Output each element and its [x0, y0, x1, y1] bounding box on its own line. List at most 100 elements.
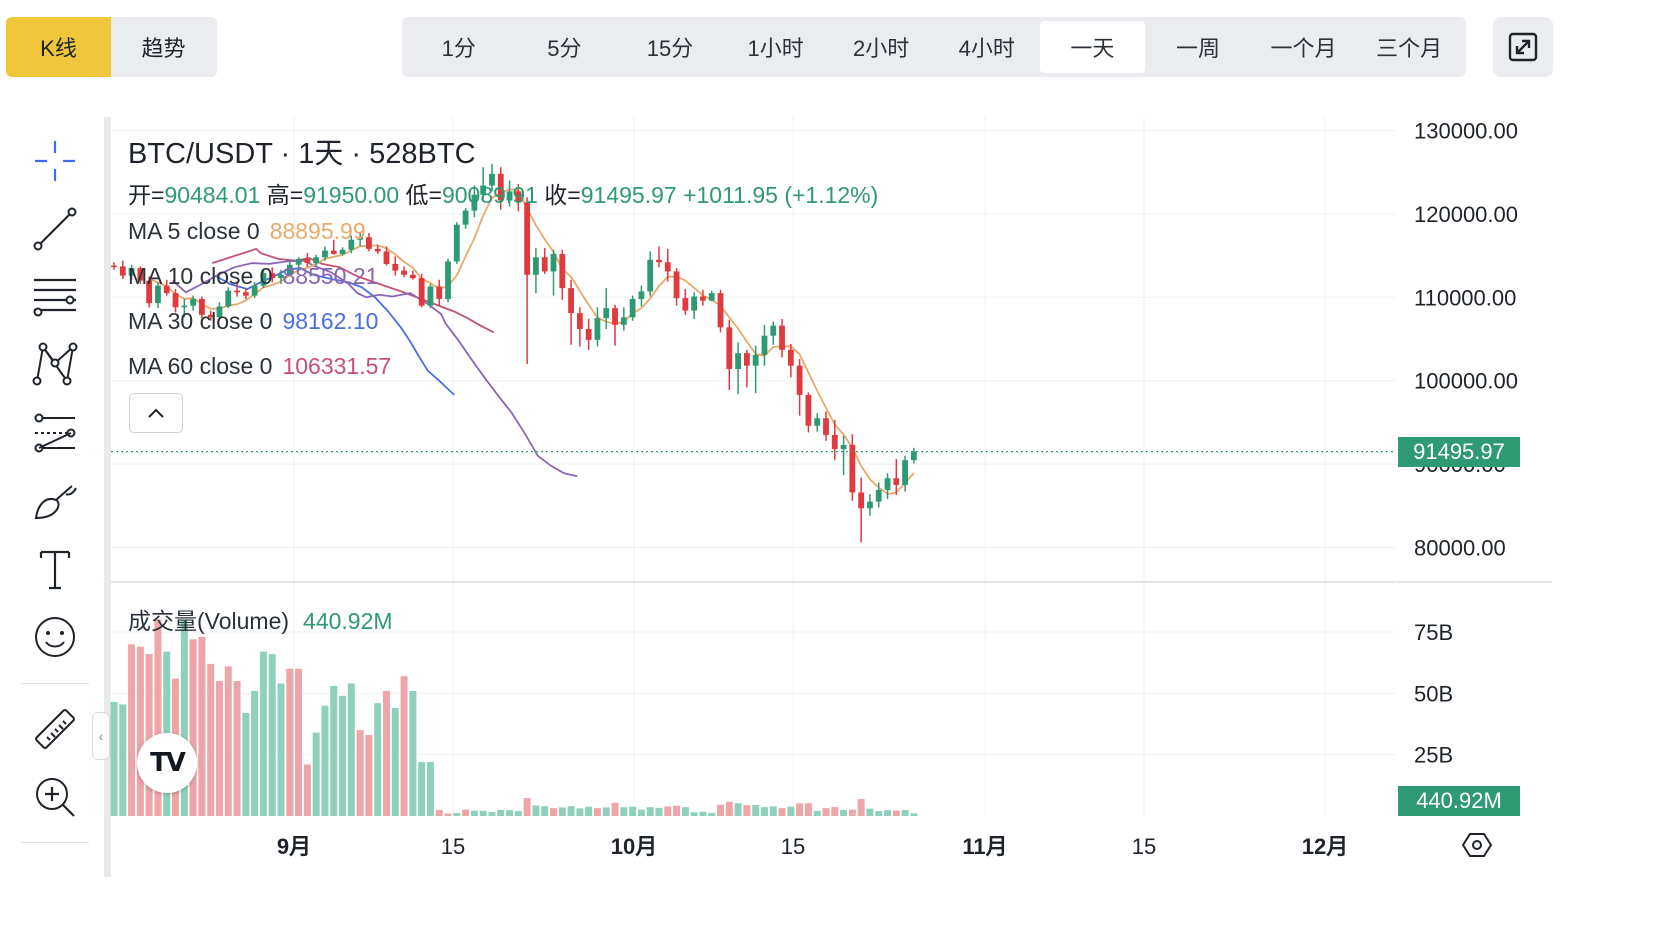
candle: [700, 289, 706, 306]
interval-1m[interactable]: 1分: [441, 36, 476, 61]
candle-body: [128, 268, 135, 276]
interval-2h[interactable]: 2小时: [853, 36, 910, 61]
candle: [295, 257, 302, 271]
volume-bar: [356, 730, 364, 816]
candle: [392, 256, 399, 276]
candle: [163, 279, 170, 296]
candle: [726, 319, 733, 390]
candle-body: [278, 274, 284, 279]
candle-body: [181, 305, 188, 308]
volume-bar: [725, 801, 733, 816]
fullscreen-button[interactable]: [1493, 17, 1553, 77]
volume-bar: [286, 668, 294, 816]
candle-body: [612, 308, 618, 325]
volume-bar: [558, 807, 566, 816]
volume-bar: [198, 636, 206, 816]
brush-icon[interactable]: [25, 476, 85, 526]
volume-bar: [110, 701, 118, 816]
candle: [612, 304, 618, 346]
ruler-icon[interactable]: [25, 704, 85, 754]
candle: [752, 345, 759, 394]
chevron-up-icon: [148, 408, 164, 418]
interval-15m[interactable]: 15分: [646, 36, 694, 61]
chart-settings-button[interactable]: [1460, 828, 1494, 862]
text-icon[interactable]: [25, 544, 85, 594]
volume-bar: [620, 807, 628, 816]
volume-bar: [901, 810, 909, 816]
crosshair-icon[interactable]: [25, 136, 85, 186]
legend-ma30[interactable]: MA 30 close 0 98162.10: [128, 308, 378, 335]
low-value: 90089.91: [441, 182, 538, 208]
fib-retracement-icon[interactable]: [25, 272, 85, 322]
candle-body: [893, 478, 900, 485]
candle: [260, 268, 267, 289]
volume-label: 成交量(Volume): [128, 608, 290, 634]
candle-body: [471, 194, 478, 211]
tab-kline[interactable]: K线: [6, 17, 111, 77]
candle-body: [453, 224, 460, 262]
collapse-toolbar-button[interactable]: ‹: [92, 712, 110, 760]
ma5-label: MA 5 close 0: [128, 218, 260, 244]
candle: [533, 248, 539, 294]
volume-bar: [295, 668, 303, 816]
interval-1mo[interactable]: 一个月: [1270, 36, 1337, 61]
volume-bar: [435, 809, 443, 816]
candle: [339, 247, 346, 256]
tradingview-logo[interactable]: TV: [137, 733, 197, 793]
candle-body: [163, 285, 170, 294]
candle-body: [840, 444, 847, 450]
zoom-in-icon[interactable]: [25, 772, 85, 822]
close-value: 91495.97: [580, 182, 677, 208]
candle-body: [418, 278, 425, 306]
price-axis-label: 120000.00: [1414, 202, 1518, 227]
time-axis-label: 10月: [611, 834, 657, 859]
high-value: 91950.00: [303, 182, 400, 208]
interval-1d[interactable]: 一天: [1039, 21, 1146, 73]
pattern-icon[interactable]: [25, 340, 85, 390]
candle-body: [910, 451, 917, 461]
candle: [462, 208, 469, 229]
emoji-icon[interactable]: [25, 612, 85, 662]
candle-body: [638, 291, 645, 299]
volume-bar: [277, 683, 285, 816]
volume-value: 440.92M: [303, 608, 393, 634]
volume-bar: [145, 654, 153, 816]
candle: [137, 266, 144, 284]
candle-body: [533, 257, 539, 275]
interval-3mo[interactable]: 三个月: [1376, 36, 1443, 61]
interval-1h[interactable]: 1小时: [747, 36, 804, 61]
volume-bar: [224, 666, 232, 816]
interval-4h[interactable]: 4小时: [958, 36, 1015, 61]
candle: [893, 459, 900, 495]
legend-ma5[interactable]: MA 5 close 0 88895.99: [128, 218, 366, 245]
toolbar-divider: [21, 683, 89, 684]
low-label: 低=: [405, 182, 442, 208]
candle-body: [480, 185, 487, 195]
legend-collapse-button[interactable]: [129, 393, 183, 433]
volume-bar: [690, 812, 698, 816]
candle: [638, 285, 645, 307]
candle-body: [700, 296, 706, 301]
candle-body: [550, 253, 557, 272]
candle-body: [401, 270, 407, 275]
legend-ma10[interactable]: MA 10 close 0 88550.21: [128, 263, 378, 290]
price-axis-label: 100000.00: [1414, 369, 1518, 394]
interval-1w[interactable]: 一周: [1175, 36, 1220, 61]
ma5-value: 88895.99: [269, 218, 366, 244]
volume-bar: [180, 619, 188, 816]
volume-bar: [813, 810, 821, 816]
candle-body: [814, 418, 821, 426]
toolbar-divider-bottom: [21, 842, 89, 843]
candle-body: [726, 327, 733, 370]
candle: [902, 455, 908, 492]
interval-5m[interactable]: 5分: [547, 36, 582, 61]
forecast-icon[interactable]: [25, 408, 85, 458]
trend-line-icon[interactable]: [25, 204, 85, 254]
candle-body: [515, 191, 522, 203]
candle: [418, 273, 425, 308]
candle-body: [322, 250, 328, 258]
tab-trend[interactable]: 趋势: [141, 36, 186, 61]
volume-bar: [769, 806, 777, 816]
legend-ma60[interactable]: MA 60 close 0 106331.57: [128, 353, 391, 380]
